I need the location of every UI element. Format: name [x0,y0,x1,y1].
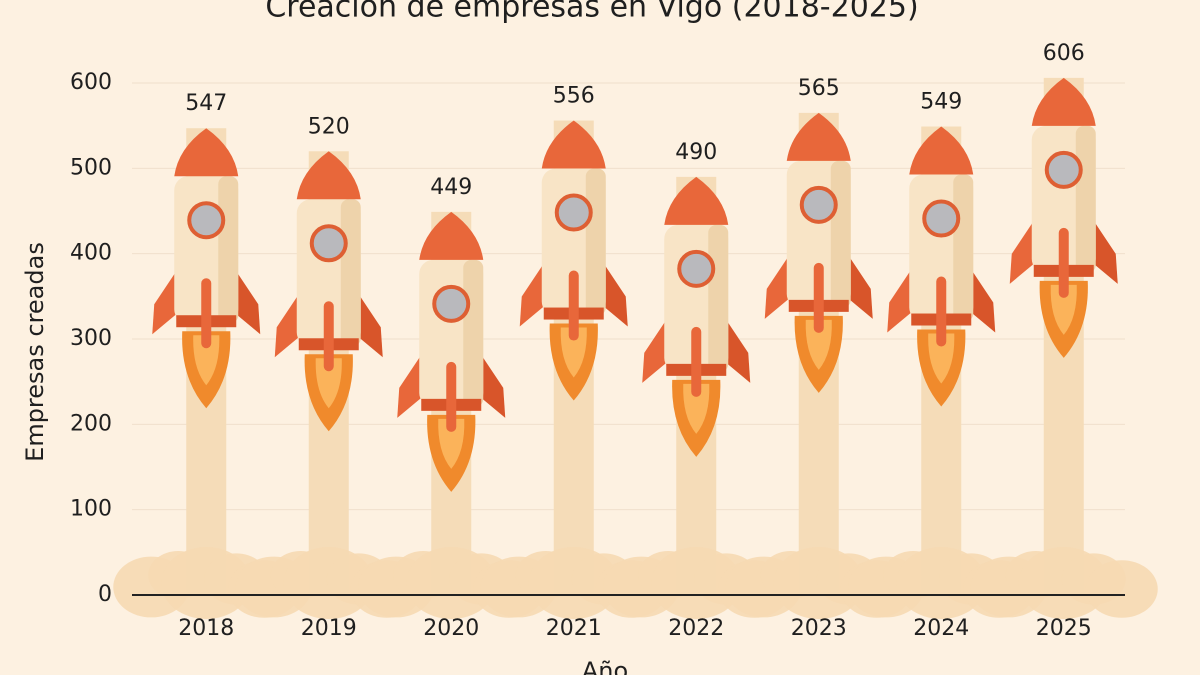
value-label: 606 [1043,41,1085,66]
fin [848,255,873,319]
fin [642,319,667,383]
value-label: 449 [430,175,472,200]
center-fin [446,361,457,432]
fin [358,294,383,358]
center-fin [323,301,334,372]
fin [726,319,751,383]
rocket-shade [463,259,484,407]
center-fin [1058,227,1069,298]
window [187,201,226,240]
x-tick-label: 2018 [178,616,234,641]
center-fin [201,278,212,349]
window [1044,150,1083,189]
rocket [642,176,751,457]
y-tick-label: 600 [70,70,112,95]
rocket [274,151,383,432]
rocket-shade [953,174,974,322]
nose [909,126,974,175]
center-fin [691,326,702,397]
fin [887,269,912,333]
value-label: 547 [185,91,227,116]
y-tick-label: 500 [70,155,112,180]
rocket-shade [1075,125,1096,273]
nose [174,128,239,177]
fin [519,263,544,327]
nose [296,151,361,200]
fin [236,271,261,335]
nose [664,176,729,225]
fin [764,255,789,319]
fin [603,263,628,327]
value-label: 549 [920,90,962,115]
rocket [397,211,506,492]
fin [274,294,299,358]
nose [786,112,851,161]
window [677,249,716,288]
x-tick-label: 2020 [423,616,479,641]
flame-core [315,358,342,409]
window [799,185,838,224]
value-label: 565 [798,76,840,101]
center-fin [936,276,947,347]
window [554,193,593,232]
y-tick-label: 100 [70,497,112,522]
x-tick-label: 2024 [913,616,969,641]
fin [397,354,422,418]
x-tick-label: 2021 [546,616,602,641]
x-tick-label: 2023 [791,616,847,641]
value-label: 520 [308,114,350,139]
flame-core [805,319,832,370]
nose [419,211,484,260]
rocket [152,128,261,409]
rocket-shade [585,168,606,316]
y-tick-label: 200 [70,411,112,436]
fin [1093,220,1118,284]
nose [541,120,606,169]
rocket [1009,77,1118,358]
window [922,199,961,238]
rocket [519,120,628,401]
rocket [887,126,996,407]
y-tick-label: 0 [98,582,112,607]
value-label: 490 [675,140,717,165]
window [309,224,348,263]
flame-core [438,418,465,469]
value-label: 556 [553,84,595,109]
x-axis-label: Año [582,657,628,675]
rocket-shade [340,199,361,347]
rocket-shade [830,160,851,308]
chart-title: Creación de empresas en Vigo (2018-2025) [265,0,918,25]
center-fin [813,262,824,333]
fin [1009,220,1034,284]
fin [152,271,177,335]
window [432,284,471,323]
nose [1031,77,1096,126]
flame-core [1050,284,1077,335]
flame-core [560,327,587,378]
x-tick-label: 2025 [1036,616,1092,641]
flame-core [928,333,955,384]
rocket [764,112,873,393]
center-fin [568,270,579,341]
rocket-shade [218,176,239,324]
x-tick-label: 2022 [668,616,724,641]
y-tick-label: 300 [70,326,112,351]
smoke-cloud [1085,560,1158,618]
y-tick-label: 400 [70,241,112,266]
fin [481,354,506,418]
flame-core [193,335,220,386]
x-tick-label: 2019 [301,616,357,641]
fin [971,269,996,333]
flame-core [683,383,710,434]
y-axis-label: Empresas creadas [21,242,49,462]
rocket-shade [708,224,729,372]
